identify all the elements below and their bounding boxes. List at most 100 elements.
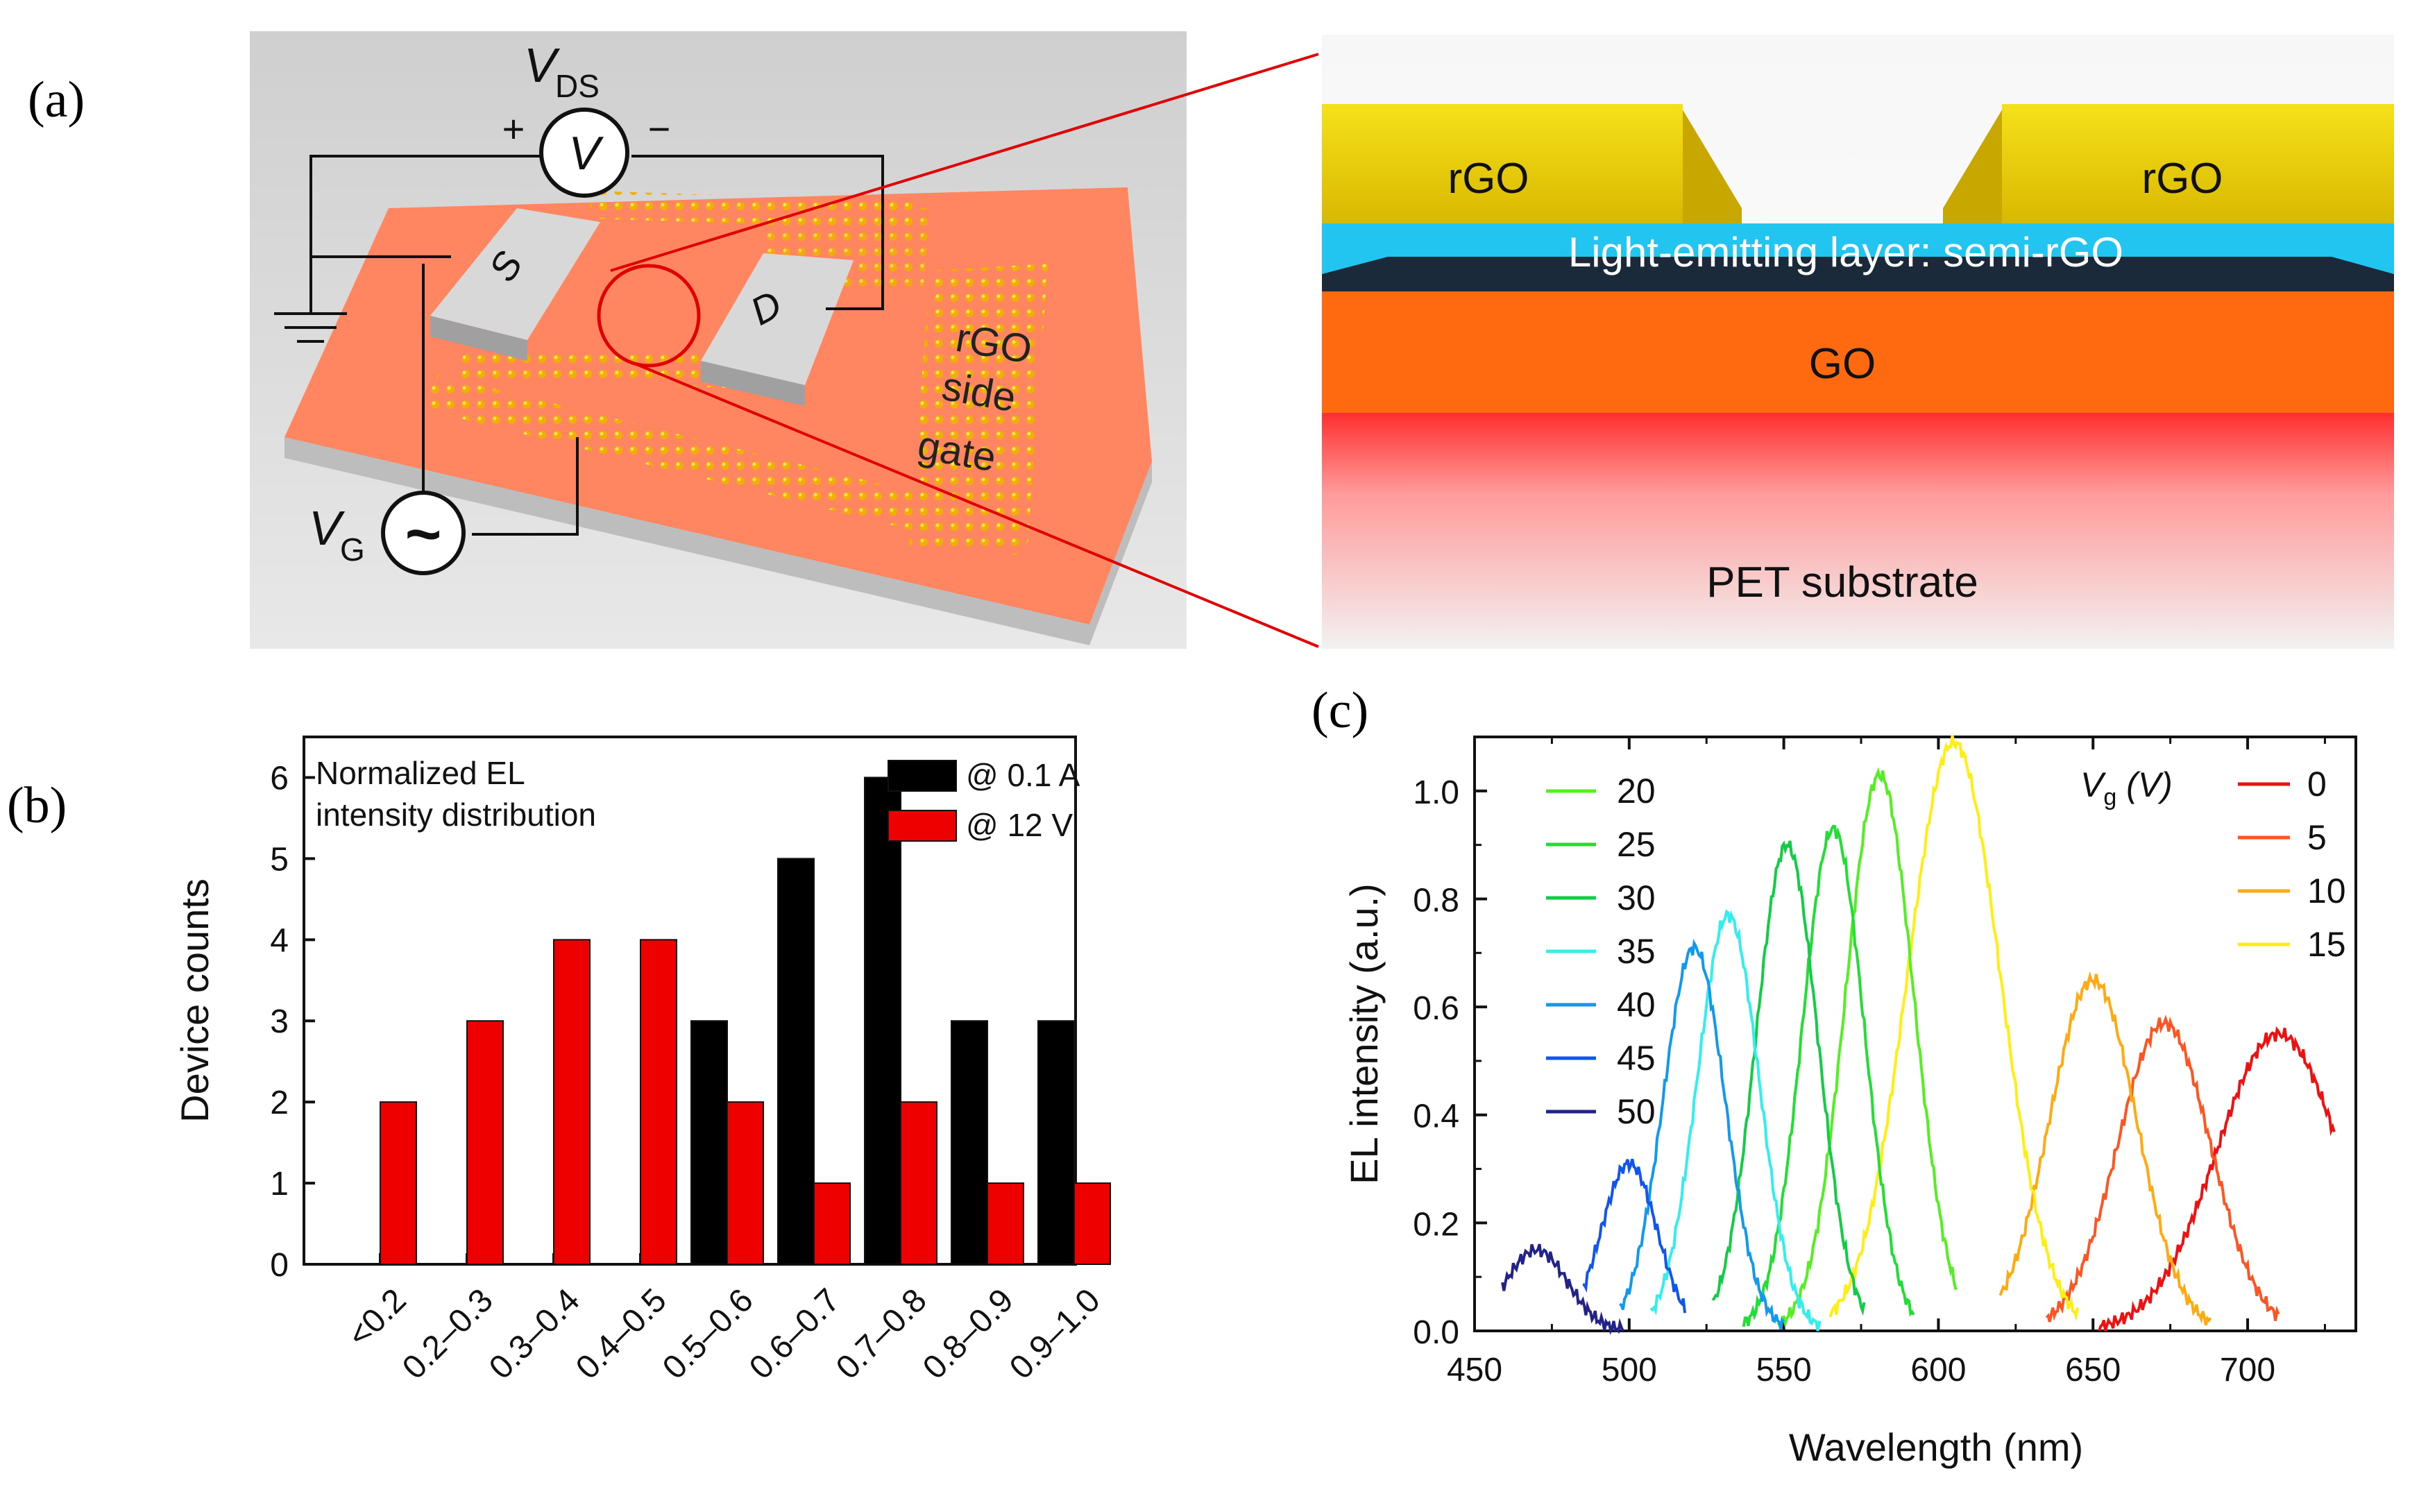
spectrum-line-vg-25 bbox=[1742, 824, 1915, 1327]
chart-b: 0 1 2 3 4 5 6 <0.20.2–0.30.3–0.40.4–0.50.5–0.6… bbox=[173, 736, 1111, 1386]
chart-c-ylabel: EL intensity (a.u.) bbox=[1342, 883, 1386, 1184]
plus-sign: + bbox=[502, 107, 525, 151]
legend-label: 30 bbox=[1617, 878, 1656, 917]
drain-electrode-side bbox=[701, 361, 805, 406]
y-tick-label: 6 bbox=[270, 760, 289, 797]
panel-label-a: (a) bbox=[28, 71, 85, 128]
y-tick-label: 0.0 bbox=[1413, 1314, 1459, 1351]
x-tick-label: 0.8–0.9 bbox=[916, 1282, 1021, 1386]
chart-c-legend-title: Vg (V) bbox=[2080, 765, 2173, 810]
bar-voltage bbox=[1073, 1182, 1111, 1265]
chart-b-yticks: 0 1 2 3 4 5 6 bbox=[270, 760, 315, 1284]
legend-label: 45 bbox=[1617, 1039, 1656, 1078]
x-tick-label: 0.2–0.3 bbox=[396, 1282, 500, 1386]
cross-section: rGO rGO Light-emitting layer: semi-rGO G… bbox=[1322, 35, 2394, 649]
left-electrode bbox=[1322, 104, 1683, 223]
legend-label: 35 bbox=[1617, 932, 1656, 971]
chart-c-xticks: 450 500 550 600 650 700 bbox=[1447, 737, 2326, 1388]
substrate-edge bbox=[285, 437, 1152, 645]
y-tick-label: 5 bbox=[270, 841, 289, 878]
x-tick-label: 500 bbox=[1602, 1352, 1657, 1388]
vg-label: V bbox=[309, 501, 346, 555]
emitting-layer-label: Light-emitting layer: semi-rGO bbox=[1568, 229, 2123, 275]
panel-label-b: (b) bbox=[7, 777, 67, 834]
go-layer bbox=[1322, 288, 2394, 413]
zoom-line-bottom bbox=[631, 361, 1319, 648]
legend-label: 0 bbox=[2307, 765, 2327, 804]
spectrum-line-vg-40 bbox=[1619, 938, 1785, 1330]
chart-b-legend: @ 0.1 A @ 12 V bbox=[888, 757, 1080, 843]
left-electrode-label: rGO bbox=[1448, 155, 1529, 203]
legend-title-sub: g bbox=[2103, 784, 2116, 810]
voltmeter-circle bbox=[539, 108, 629, 198]
spectrum-line-vg-45 bbox=[1582, 1158, 1686, 1314]
x-tick-label: 600 bbox=[1910, 1352, 1966, 1388]
right-electrode bbox=[2002, 104, 2394, 223]
chart-c-legend: 20 25 30 35 40 45 50 0 5 10 15 bbox=[1546, 765, 2346, 1131]
pet-substrate-layer bbox=[1322, 409, 2394, 649]
x-tick-label: 0.7–0.8 bbox=[829, 1282, 934, 1386]
x-tick-label: <0.2 bbox=[341, 1282, 413, 1354]
legend-label: 5 bbox=[2307, 818, 2327, 857]
y-tick-label: 0.8 bbox=[1413, 882, 1459, 919]
device-schematic: S D rGO side gate V + − V DS bbox=[250, 31, 1187, 649]
legend-label: 15 bbox=[2307, 925, 2346, 964]
bar-current bbox=[864, 776, 901, 1265]
y-tick-label: 1.0 bbox=[1413, 774, 1459, 811]
source-electrode-top bbox=[430, 208, 600, 340]
bar-voltage bbox=[813, 1182, 851, 1265]
drain-electrode-top bbox=[701, 253, 854, 385]
rgo-band-bottom bbox=[423, 375, 944, 534]
x-tick-label: 0.6–0.7 bbox=[742, 1282, 847, 1386]
legend-label: 40 bbox=[1617, 985, 1656, 1024]
x-tick-label: 0.3–0.4 bbox=[482, 1282, 587, 1386]
chart-b-title-line1: Normalized EL bbox=[316, 755, 525, 791]
y-tick-label: 0.6 bbox=[1413, 990, 1459, 1027]
legend-label: 25 bbox=[1617, 825, 1656, 864]
spectrum-line-vg-50 bbox=[1501, 1243, 1624, 1335]
x-tick-label: 650 bbox=[2065, 1352, 2121, 1388]
x-tick-label: 550 bbox=[1756, 1352, 1812, 1388]
bar-voltage bbox=[553, 939, 591, 1266]
voltmeter-label: V bbox=[568, 127, 604, 180]
spectrum-line-vg-30 bbox=[1711, 840, 1866, 1316]
legend-label: 10 bbox=[2307, 872, 2346, 910]
right-electrode-slope bbox=[1943, 104, 2005, 223]
svg-text:Vg (V): Vg (V) bbox=[2080, 765, 2173, 810]
legend-label: @ 0.1 A bbox=[966, 757, 1080, 793]
x-tick-label: 0.4–0.5 bbox=[569, 1282, 674, 1386]
y-tick-label: 2 bbox=[270, 1085, 289, 1121]
vds-label: V bbox=[524, 38, 561, 92]
chart-b-xticks: <0.20.2–0.30.3–0.40.4–0.50.5–0.60.6–0.70… bbox=[341, 1253, 1107, 1386]
chart-b-title-line2: intensity distribution bbox=[316, 797, 596, 833]
legend-label: @ 12 V bbox=[966, 807, 1073, 843]
y-tick-label: 3 bbox=[270, 1003, 289, 1040]
legend-title-v: V bbox=[2080, 765, 2107, 804]
substrate-label: PET substrate bbox=[1706, 559, 1978, 606]
y-tick-label: 0 bbox=[270, 1247, 289, 1284]
bar-voltage bbox=[466, 1020, 504, 1265]
legend-swatch bbox=[888, 760, 957, 792]
ac-source-circle bbox=[381, 491, 466, 575]
spectrum-line-vg-0 bbox=[2098, 1026, 2336, 1332]
bar-current bbox=[777, 858, 815, 1265]
spectrum-line-vg-5 bbox=[2045, 1014, 2280, 1323]
source-electrode-side bbox=[430, 316, 527, 361]
chart-b-bars bbox=[380, 776, 1111, 1266]
minus-sign: − bbox=[648, 107, 671, 151]
chart-b-frame bbox=[303, 736, 1077, 1266]
chart-b-ylabel: Device counts bbox=[173, 878, 217, 1123]
bar-current bbox=[1037, 1020, 1075, 1265]
x-tick-label: 0.5–0.6 bbox=[656, 1282, 761, 1386]
x-tick-label: 700 bbox=[2220, 1352, 2275, 1388]
bar-current bbox=[690, 1020, 728, 1265]
left-electrode-slope bbox=[1679, 104, 1742, 223]
rgo-side-gate-band bbox=[909, 264, 1048, 555]
ac-source-symbol: ~ bbox=[405, 500, 442, 569]
panel-label-c: (c) bbox=[1312, 682, 1368, 739]
chart-c-xlabel: Wavelength (nm) bbox=[1789, 1425, 2083, 1469]
legend-swatch bbox=[888, 810, 957, 842]
bar-voltage bbox=[900, 1101, 937, 1265]
chart-c-lines bbox=[1501, 735, 2336, 1335]
